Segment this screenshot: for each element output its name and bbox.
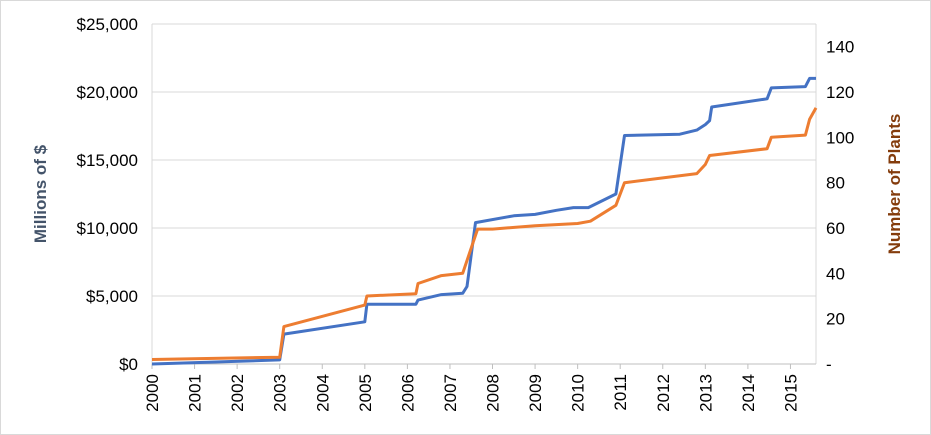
y-left-axis-title: Millions of $ (31, 144, 50, 243)
x-tick-label: 2007 (441, 374, 460, 412)
y-left-tick-label: $20,000 (77, 83, 138, 102)
y-left-tick-label: $15,000 (77, 151, 138, 170)
x-tick-label: 2009 (526, 374, 545, 412)
y-right-tick-label: - (826, 355, 832, 374)
x-tick-label: 2002 (228, 374, 247, 412)
series-line-plants (151, 107, 818, 361)
x-tick-label: 2005 (356, 374, 375, 412)
y-right-tick-label: 80 (826, 174, 845, 193)
y-left-tick-label: $0 (119, 355, 138, 374)
x-tick-label: 2003 (271, 374, 290, 412)
x-tick-label: 2004 (313, 374, 332, 412)
x-tick-label: 2011 (611, 374, 630, 411)
x-tick-label: 2010 (569, 374, 588, 412)
x-tick-label: 2013 (696, 374, 715, 412)
x-tick-label: 2000 (143, 374, 162, 412)
x-tick-label: 2006 (398, 374, 417, 412)
y-right-axis-title: Number of Plants (885, 114, 904, 255)
y-left-tick-label: $10,000 (77, 219, 138, 238)
x-tick-label: 2014 (739, 374, 758, 412)
x-tick-label: 2015 (781, 374, 800, 412)
y-right-tick-label: 60 (826, 219, 845, 238)
x-tick-label: 2008 (484, 374, 503, 412)
y-left-tick-label: $5,000 (86, 287, 138, 306)
y-right-tick-label: 120 (826, 83, 854, 102)
y-left-tick-label: $25,000 (77, 15, 138, 34)
x-tick-label: 2012 (654, 374, 673, 412)
x-tick-label: 2001 (186, 374, 205, 412)
y-right-tick-label: 140 (826, 38, 854, 57)
series-line-millions (151, 76, 816, 366)
y-right-tick-label: 20 (826, 310, 845, 329)
y-right-tick-label: 40 (826, 264, 845, 283)
y-right-tick-label: 100 (826, 128, 854, 147)
